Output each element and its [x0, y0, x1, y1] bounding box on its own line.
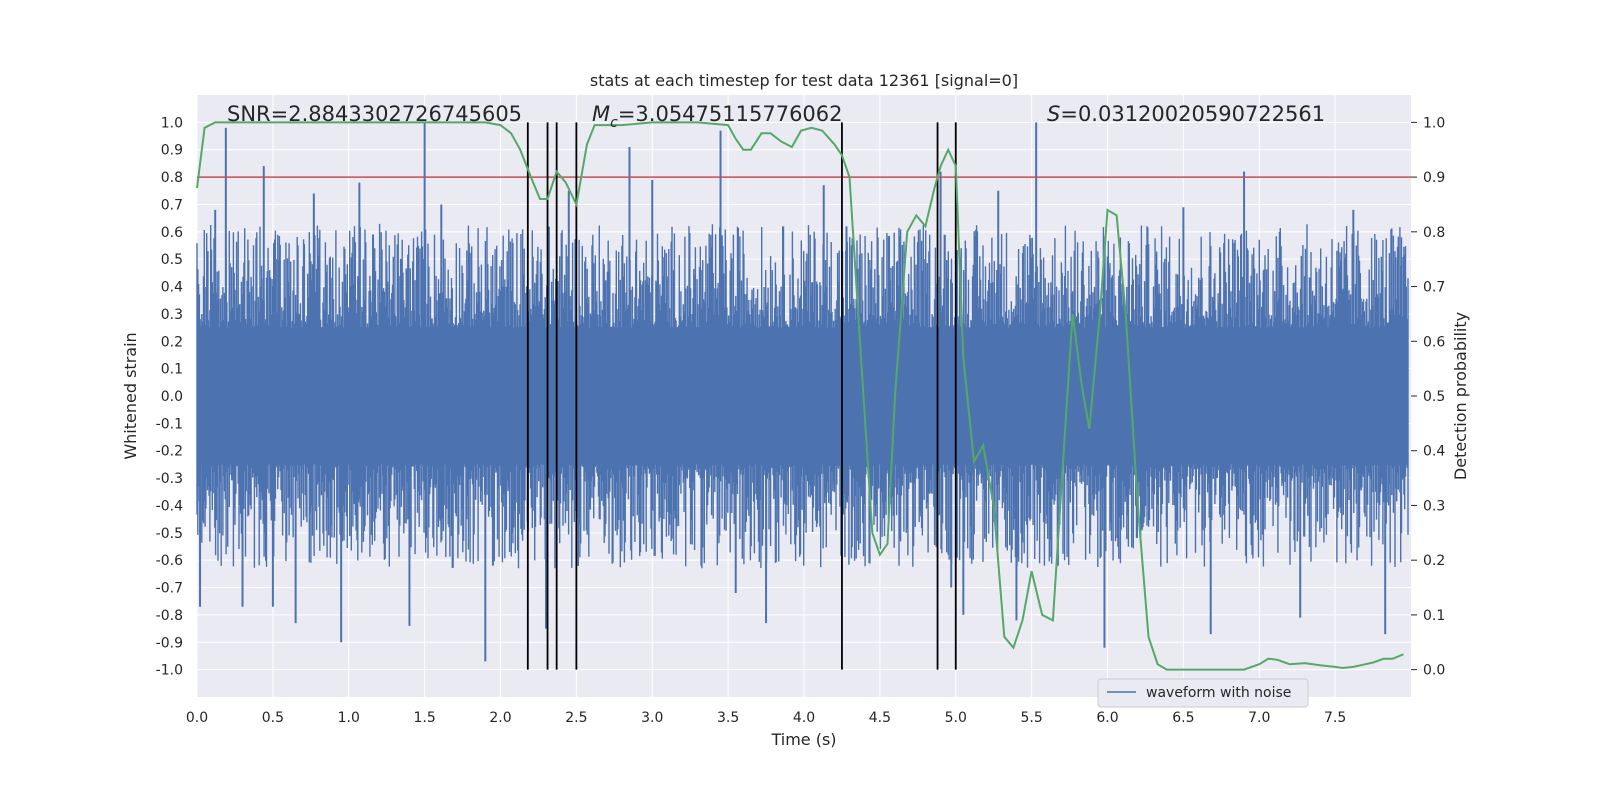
x-tick-label: 4.0 — [793, 710, 815, 726]
x-tick-label: 0.5 — [262, 710, 284, 726]
y-left-tick-label: -0.7 — [156, 581, 183, 597]
y-left-tick-label: 1.0 — [161, 115, 183, 131]
legend: waveform with noise — [1097, 678, 1309, 708]
y-right-tick-label: 0.8 — [1423, 225, 1445, 241]
chirp-mass-subscript: c — [610, 115, 618, 131]
y-left-tick-label: 0.2 — [161, 334, 183, 350]
y-right-tick-labels: 1.0 0.9 0.8 0.7 0.6 0.5 0.4 0.3 0.2 0.1 0.0 — [1411, 115, 1445, 679]
y-right-tick-label: 0.1 — [1423, 608, 1445, 624]
s-symbol: S — [1047, 102, 1060, 126]
y-left-tick-label: -0.8 — [156, 608, 183, 624]
snr-annotation: SNR=2.8843302726745605 — [227, 102, 522, 126]
x-tick-label: 1.5 — [413, 710, 435, 726]
y-right-tick-label: 0.5 — [1423, 389, 1445, 405]
vertical-marker-lines — [526, 122, 957, 670]
y-axis-label-left: Whitened strain — [121, 332, 140, 459]
y-left-tick-label: -0.2 — [156, 444, 183, 460]
y-left-tick-label: -1.0 — [156, 663, 183, 679]
y-left-tick-label: -0.6 — [156, 553, 183, 569]
y-right-tick-label: 0.9 — [1423, 170, 1445, 186]
s-value: =0.03120020590722561 — [1060, 102, 1325, 126]
y-left-tick-label: 0.8 — [161, 170, 183, 186]
x-tick-label: 3.0 — [641, 710, 663, 726]
x-tick-label: 2.0 — [489, 710, 511, 726]
legend-label: waveform with noise — [1146, 685, 1291, 701]
chart-title: stats at each timestep for test data 123… — [590, 71, 1018, 90]
y-left-tick-label: -0.1 — [156, 416, 183, 432]
chirp-mass-symbol: M — [592, 102, 610, 126]
x-tick-label: 4.5 — [869, 710, 891, 726]
y-right-tick-label: 0.7 — [1423, 280, 1445, 296]
y-left-tick-label: 0.5 — [161, 252, 183, 268]
x-tick-label: 6.0 — [1096, 710, 1118, 726]
x-tick-label: 2.5 — [565, 710, 587, 726]
y-right-tick-label: 1.0 — [1423, 115, 1445, 131]
x-tick-label: 7.0 — [1248, 710, 1270, 726]
y-right-tick-label: 0.4 — [1423, 444, 1445, 460]
x-axis-label: Time (s) — [770, 730, 836, 749]
y-left-tick-label: -0.5 — [156, 526, 183, 542]
y-left-tick-label: 0.4 — [161, 280, 183, 296]
y-right-tick-label: 0.6 — [1423, 334, 1445, 350]
y-left-tick-label: 0.1 — [161, 362, 183, 378]
y-left-tick-label: 0.7 — [161, 197, 183, 213]
y-left-tick-label: -0.4 — [156, 498, 183, 514]
x-tick-labels: 0.0 0.5 1.0 1.5 2.0 2.5 3.0 3.5 4.0 4.5 5.0 5.5 6.0 6… — [186, 710, 1346, 726]
probability-curve — [196, 121, 1404, 671]
x-tick-label: 7.5 — [1324, 710, 1346, 726]
y-left-tick-label: 0.3 — [161, 307, 183, 323]
probability-series — [196, 121, 1404, 671]
chirp-mass-value: =3.05475115776062 — [618, 102, 843, 126]
legend-box — [1097, 678, 1309, 708]
y-left-tick-label: 0.6 — [161, 225, 183, 241]
y-left-tick-labels: 1.0 0.9 0.8 0.7 0.6 0.5 0.4 0.3 0.2 0.1 0.0 -0.1 -0.… — [156, 115, 183, 678]
x-tick-label: 3.5 — [717, 710, 739, 726]
x-tick-label: 6.5 — [1172, 710, 1194, 726]
chirp-mass-annotation: Mc=3.05475115776062 — [592, 102, 843, 131]
x-tick-label: 1.0 — [338, 710, 360, 726]
x-tick-label: 5.0 — [945, 710, 967, 726]
y-axis-label-right: Detection probability — [1451, 312, 1470, 480]
x-tick-label: 5.5 — [1020, 710, 1042, 726]
y-left-tick-label: -0.3 — [156, 471, 183, 487]
y-right-tick-label: 0.2 — [1423, 553, 1445, 569]
waveform-series — [196, 122, 1409, 662]
y-left-tick-label: -0.9 — [156, 635, 183, 651]
y-left-tick-label: 0.0 — [161, 389, 183, 405]
s-annotation: S=0.03120020590722561 — [1047, 102, 1325, 126]
y-right-tick-label: 0.3 — [1423, 498, 1445, 514]
x-tick-label: 0.0 — [186, 710, 208, 726]
y-right-tick-label: 0.0 — [1423, 663, 1445, 679]
y-left-tick-label: 0.9 — [161, 143, 183, 159]
